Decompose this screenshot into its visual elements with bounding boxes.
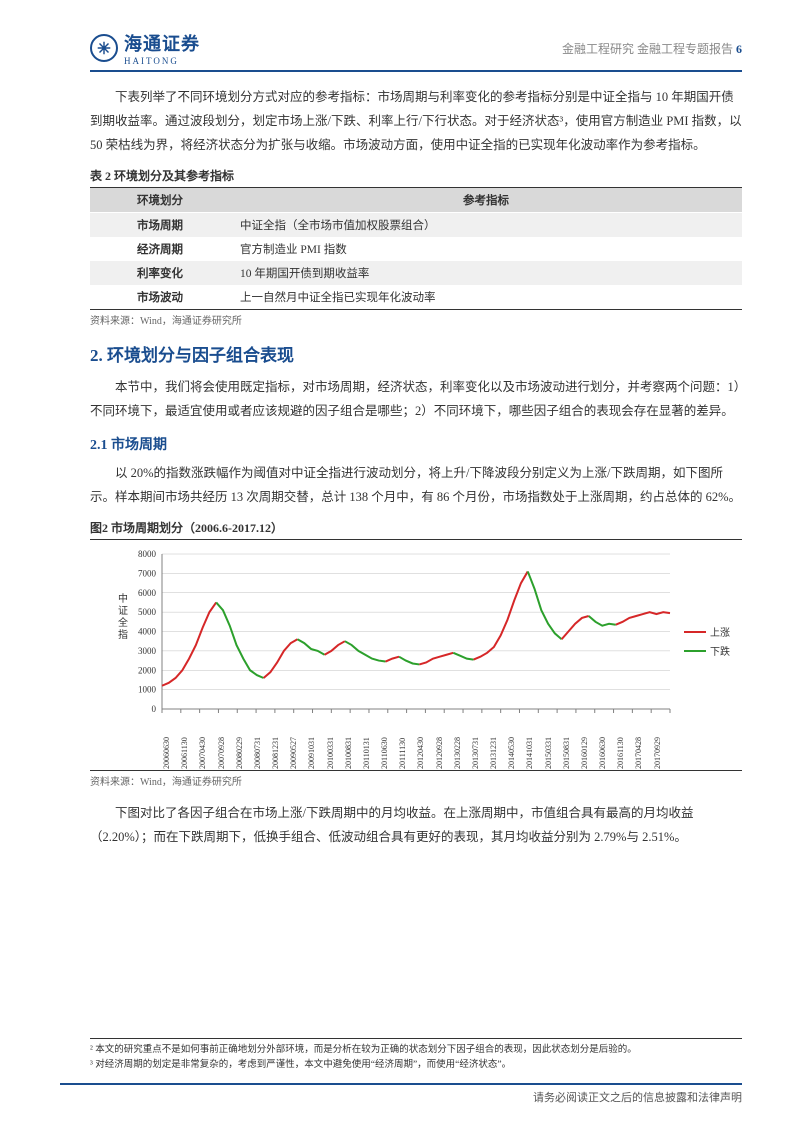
section-2-title: 环境划分与因子组合表现	[107, 346, 294, 365]
market-cycle-chart: 中证全指 0 1000 2000 3000 4000 5000 6000 7000 8000 2…	[90, 544, 742, 774]
x-tick-label: 20160129	[580, 709, 589, 769]
legend-label-up: 上涨	[710, 624, 730, 639]
svg-text:5000: 5000	[138, 607, 157, 617]
svg-text:6000: 6000	[138, 588, 157, 598]
x-tick-label: 20161130	[616, 709, 625, 769]
x-tick-label: 20170929	[653, 709, 662, 769]
x-tick-label: 20081231	[271, 709, 280, 769]
x-tick-label: 20150331	[544, 709, 553, 769]
chart-y-axis-title: 中证全指	[118, 594, 130, 642]
brand-logo: 海通证券 HAITONG	[90, 30, 200, 66]
svg-text:7000: 7000	[138, 569, 157, 579]
x-tick-label: 20170428	[634, 709, 643, 769]
paragraph-after-chart: 下图对比了各因子组合在市场上涨/下跌周期中的月均收益。在上涨周期中，市值组合具有…	[90, 802, 742, 850]
chart-legend: 上涨 下跌	[684, 624, 730, 662]
legend-item-up: 上涨	[684, 624, 730, 639]
table-cell: 上一自然月中证全指已实现年化波动率	[230, 285, 742, 310]
table2-col1: 参考指标	[230, 188, 742, 213]
x-tick-label: 20120928	[435, 709, 444, 769]
x-tick-label: 20080731	[253, 709, 262, 769]
legend-item-down: 下跌	[684, 643, 730, 658]
section-21-intro: 以 20%的指数涨跌幅作为阈值对中证全指进行波动划分，将上升/下降波段分别定义为…	[90, 462, 742, 510]
x-tick-label: 20100831	[344, 709, 353, 769]
footnote-3: ³ 对经济周期的划定是非常复杂的，考虑到严谨性，本文中避免使用“经济周期”，而使…	[90, 1058, 742, 1073]
x-tick-label: 20141031	[525, 709, 534, 769]
x-tick-label: 20110630	[380, 709, 389, 769]
footnote-2: ² 本文的研究重点不是如何事前正确地划分外部环境，而是分析在较为正确的状态划分下…	[90, 1043, 742, 1058]
legend-swatch-down	[684, 650, 706, 652]
brand-cn: 海通证券	[124, 30, 200, 56]
table2-source: 资料来源：Wind，海通证券研究所	[90, 312, 742, 327]
x-tick-label: 20070430	[198, 709, 207, 769]
x-tick-label: 20131231	[489, 709, 498, 769]
table-cell: 10 年期国开债到期收益率	[230, 261, 742, 285]
x-tick-label: 20130228	[453, 709, 462, 769]
table2: 环境划分 参考指标 市场周期中证全指（全市场市值加权股票组合） 经济周期官方制造…	[90, 188, 742, 310]
section-21-heading: 2.1 市场周期	[90, 434, 742, 454]
svg-text:1000: 1000	[138, 685, 157, 695]
x-tick-label: 20140530	[507, 709, 516, 769]
table-cell: 利率变化	[90, 261, 230, 285]
x-tick-label: 20100331	[326, 709, 335, 769]
x-tick-label: 20160630	[598, 709, 607, 769]
table-cell: 市场波动	[90, 285, 230, 310]
chart-title: 图2 市场周期划分（2006.6-2017.12）	[90, 519, 742, 540]
section-2-intro: 本节中，我们将会使用既定指标，对市场周期，经济状态，利率变化以及市场波动进行划分…	[90, 376, 742, 424]
x-tick-label: 20150831	[562, 709, 571, 769]
x-tick-label: 20070928	[217, 709, 226, 769]
table2-title: 表 2 环境划分及其参考指标	[90, 167, 742, 188]
x-tick-label: 20061130	[180, 709, 189, 769]
brand-text: 海通证券 HAITONG	[124, 30, 200, 66]
svg-text:2000: 2000	[138, 666, 157, 676]
paragraph-intro-table2: 下表列举了不同环境划分方式对应的参考指标：市场周期与利率变化的参考指标分别是中证…	[90, 86, 742, 157]
legend-label-down: 下跌	[710, 643, 730, 658]
page-header: 海通证券 HAITONG 金融工程研究 金融工程专题报告 6	[90, 30, 742, 72]
x-tick-label: 20080229	[235, 709, 244, 769]
x-tick-label: 20110131	[362, 709, 371, 769]
page-number: 6	[736, 42, 742, 56]
header-right: 金融工程研究 金融工程专题报告 6	[562, 40, 742, 57]
chart-source: 资料来源：Wind，海通证券研究所	[90, 773, 742, 788]
brand-logo-icon	[90, 34, 118, 62]
x-tick-label: 20091031	[307, 709, 316, 769]
table-cell: 经济周期	[90, 237, 230, 261]
section-2-heading: 2. 环境划分与因子组合表现	[90, 341, 742, 366]
svg-text:4000: 4000	[138, 627, 157, 637]
x-tick-label: 20130731	[471, 709, 480, 769]
section-2-num: 2.	[90, 346, 103, 365]
x-tick-label: 20060630	[162, 709, 171, 769]
svg-text:8000: 8000	[138, 549, 157, 559]
chart-x-labels: 20060630 20061130 20070430 20070928 20080229…	[162, 709, 662, 769]
x-tick-label: 20120430	[416, 709, 425, 769]
table-cell: 官方制造业 PMI 指数	[230, 237, 742, 261]
svg-text:3000: 3000	[138, 646, 157, 656]
page-footer: 请务必阅读正文之后的信息披露和法律声明	[60, 1083, 742, 1105]
brand-en: HAITONG	[124, 56, 200, 66]
table-cell: 市场周期	[90, 213, 230, 238]
footnotes: ² 本文的研究重点不是如何事前正确地划分外部环境，而是分析在较为正确的状态划分下…	[90, 1038, 742, 1073]
x-tick-label: 20111130	[398, 709, 407, 769]
svg-text:0: 0	[152, 704, 157, 714]
table2-col0: 环境划分	[90, 188, 230, 213]
legend-swatch-up	[684, 631, 706, 633]
table-cell: 中证全指（全市场市值加权股票组合）	[230, 213, 742, 238]
header-category: 金融工程研究 金融工程专题报告	[562, 42, 733, 56]
x-tick-label: 20090527	[289, 709, 298, 769]
